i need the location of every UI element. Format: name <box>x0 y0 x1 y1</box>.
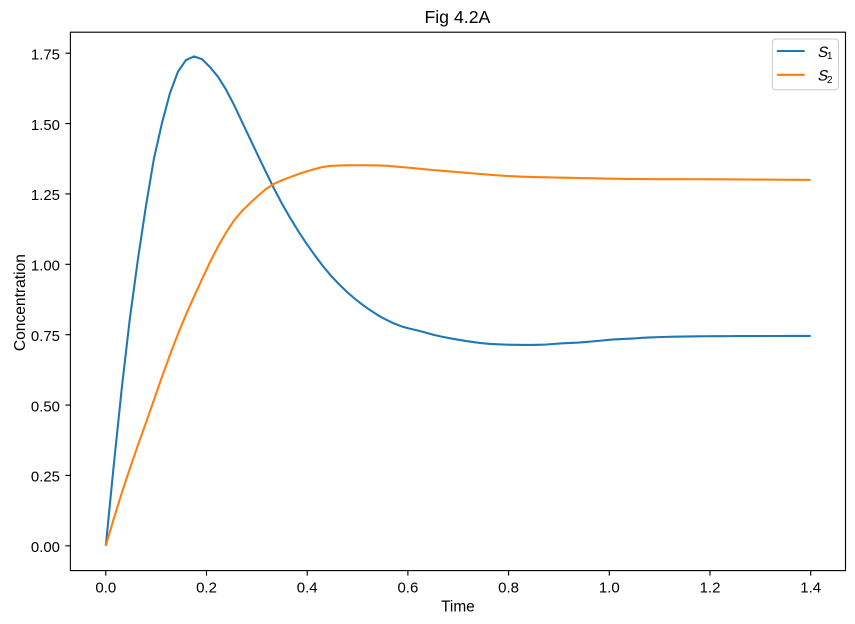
svg-text:0.6: 0.6 <box>397 580 418 597</box>
svg-text:1: 1 <box>827 51 833 62</box>
svg-text:0.0: 0.0 <box>95 580 116 597</box>
svg-text:2: 2 <box>827 75 833 86</box>
svg-text:1.50: 1.50 <box>31 118 60 134</box>
svg-text:S: S <box>816 68 830 85</box>
svg-text:0.25: 0.25 <box>31 470 60 486</box>
svg-text:1.4: 1.4 <box>800 580 821 597</box>
svg-text:0.2: 0.2 <box>196 580 217 597</box>
svg-text:Fig 4.2A: Fig 4.2A <box>424 7 490 27</box>
svg-text:0.8: 0.8 <box>498 580 519 597</box>
svg-text:0.4: 0.4 <box>297 580 318 597</box>
svg-text:0.75: 0.75 <box>31 329 60 345</box>
svg-text:Time: Time <box>441 599 475 616</box>
svg-text:Concentration: Concentration <box>12 254 29 351</box>
svg-text:1.2: 1.2 <box>700 580 721 597</box>
svg-text:S: S <box>816 44 830 61</box>
svg-text:1.00: 1.00 <box>31 259 60 275</box>
svg-text:0.00: 0.00 <box>31 540 60 556</box>
svg-text:0.50: 0.50 <box>31 399 60 415</box>
svg-text:1.75: 1.75 <box>31 47 60 63</box>
svg-text:1.25: 1.25 <box>31 188 60 204</box>
svg-text:1.0: 1.0 <box>599 580 620 597</box>
